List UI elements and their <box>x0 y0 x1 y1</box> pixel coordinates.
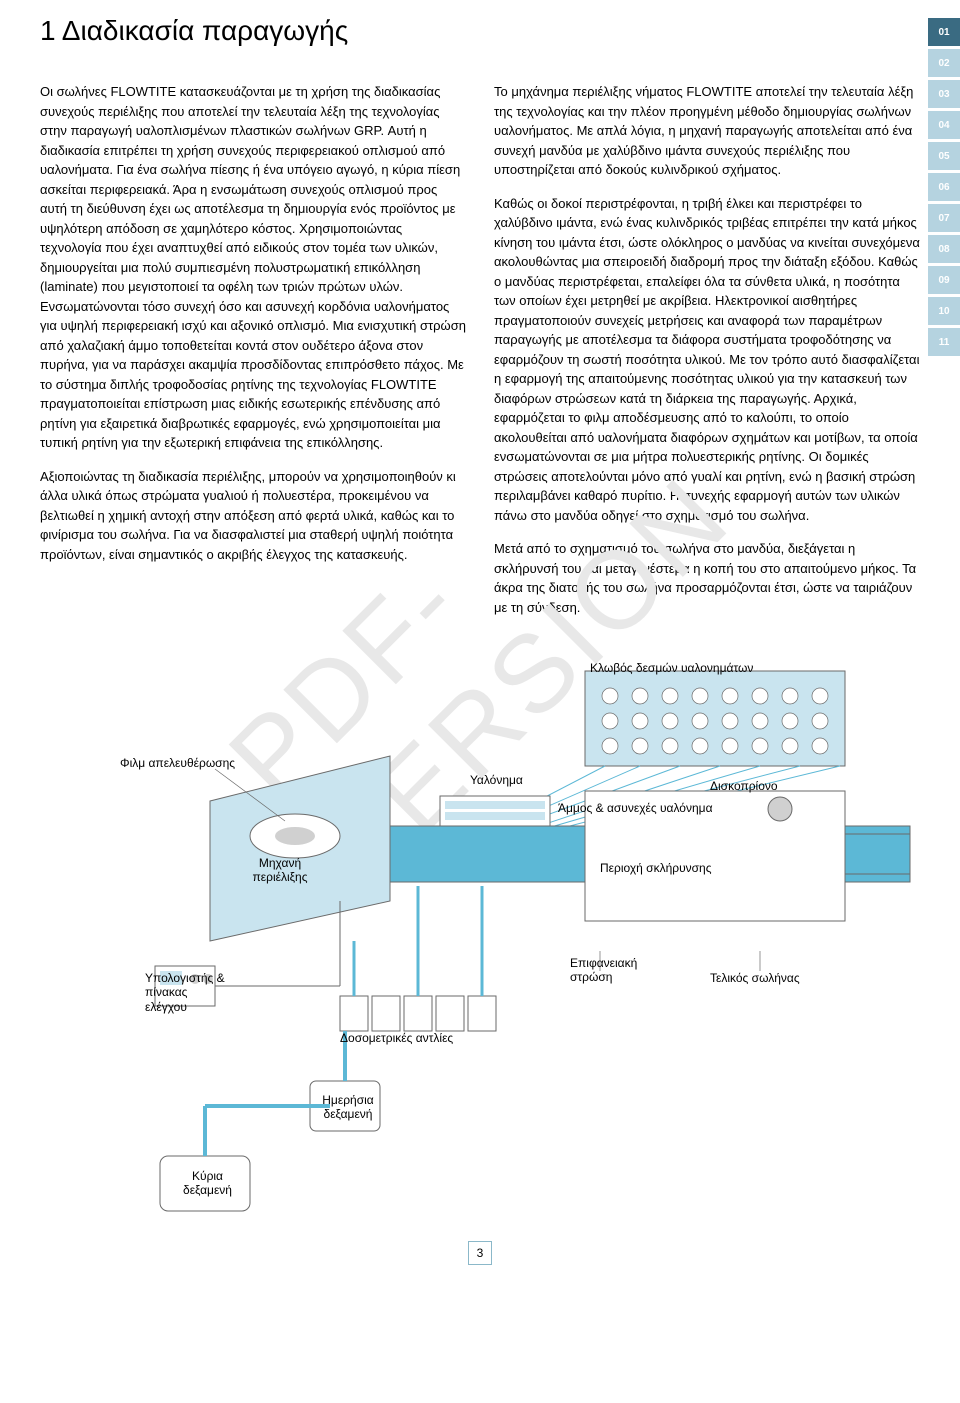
process-diagram: Φιλμ απελευθέρωσης Κλωβός δεσμών υαλονημ… <box>40 661 920 1221</box>
label-winder: Μηχανή περιέλιξης <box>240 856 320 885</box>
paragraph: Οι σωλήνες FLOWTITE κατασκευάζονται με τ… <box>40 82 466 453</box>
label-main-tank: Κύρια δεξαμενή <box>175 1169 240 1198</box>
label-pipe: Τελικός σωλήνας <box>710 971 800 985</box>
paragraph: Μετά από το σχηματισμό του σωλήνα στο μα… <box>494 539 920 617</box>
paragraph: Το μηχάνημα περιέλιξης νήματος FLOWTITE … <box>494 82 920 180</box>
label-computer: Υπολογιστής & πίνακας ελέγχου <box>145 971 225 1014</box>
paragraph: Αξιοποιώντας τη διαδικασία περιέλιξης, μ… <box>40 467 466 565</box>
label-surface: Επιφανειακή στρώση <box>570 956 660 985</box>
paragraph: Καθώς οι δοκοί περιστρέφονται, η τριβή έ… <box>494 194 920 526</box>
label-sand: Άμμος & ασυνεχές υαλόνημα <box>558 801 713 815</box>
label-glass: Υαλόνημα <box>470 773 523 787</box>
label-day-tank: Ημερήσια δεξαμενή <box>318 1093 378 1122</box>
label-pumps: Δοσομετρικές αντλίες <box>340 1031 453 1045</box>
label-disc: Δισκοπρίονο <box>710 779 778 793</box>
text-columns: Οι σωλήνες FLOWTITE κατασκευάζονται με τ… <box>40 82 920 631</box>
label-film: Φιλμ απελευθέρωσης <box>120 756 235 770</box>
page-title: 1 Διαδικασία παραγωγής <box>40 0 920 82</box>
label-cage: Κλωβός δεσμών υαλονημάτων <box>590 661 753 675</box>
right-column: Το μηχάνημα περιέλιξης νήματος FLOWTITE … <box>494 82 920 631</box>
label-curing: Περιοχή σκλήρυνσης <box>600 861 712 875</box>
left-column: Οι σωλήνες FLOWTITE κατασκευάζονται με τ… <box>40 82 466 631</box>
page-number: 3 <box>468 1241 492 1265</box>
